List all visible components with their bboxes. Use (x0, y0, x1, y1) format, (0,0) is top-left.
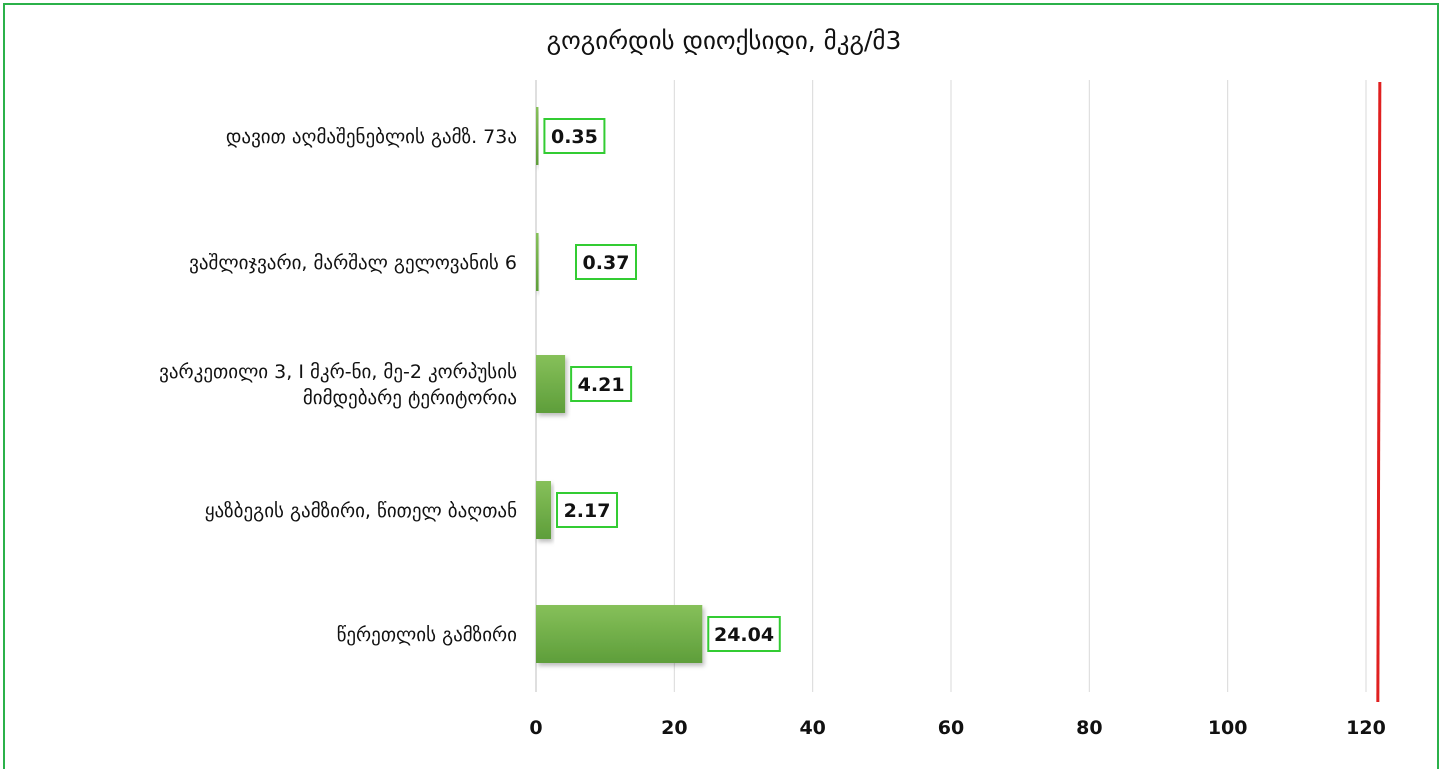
data-label: 0.35 (551, 126, 598, 148)
x-tick-label: 20 (661, 717, 687, 739)
x-tick-label: 0 (529, 717, 542, 739)
limit-reference-line (1376, 81, 1382, 703)
x-tick-label: 100 (1208, 717, 1248, 739)
chart-title: გოგირდის დიოქსიდი, მკგ/მ3 (546, 26, 902, 55)
data-label-box (556, 492, 619, 528)
bar (536, 481, 552, 539)
data-label-box (707, 616, 781, 652)
category-label: წერეთლის გამზირი (337, 624, 517, 646)
data-label: 4.21 (578, 374, 625, 396)
category-label: მიმდებარე ტერიტორია (303, 387, 517, 409)
category-label: ვაშლიჯვარი, მარშალ გელოვანის 6 (189, 252, 517, 274)
category-label: ყაზბეგის გამზირი, წითელ ბაღთან (205, 500, 517, 522)
data-label-box (570, 366, 633, 402)
bar (536, 355, 566, 413)
data-label-box (575, 244, 637, 280)
x-tick-label: 120 (1346, 717, 1386, 739)
data-label: 2.17 (564, 500, 611, 522)
category-label: დავით აღმაშენებლის გამზ. 73ა (226, 126, 517, 148)
bar (536, 605, 703, 663)
bar (536, 233, 539, 291)
data-label: 24.04 (714, 624, 774, 646)
x-tick-label: 80 (1076, 717, 1102, 739)
category-label: ვარკეთილი 3, I მკრ-ნი, მე-2 კორპუსის (159, 361, 517, 383)
x-tick-label: 60 (938, 717, 964, 739)
bar (536, 107, 539, 165)
x-tick-label: 40 (799, 717, 825, 739)
data-label: 0.37 (583, 252, 630, 274)
data-label-box (543, 118, 606, 154)
